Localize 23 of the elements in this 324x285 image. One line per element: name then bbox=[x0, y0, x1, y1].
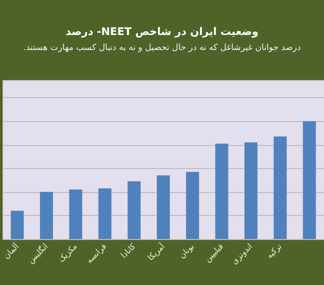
x-tick-label: فیلیپین bbox=[202, 242, 226, 264]
bar bbox=[302, 121, 316, 239]
x-tick-label: فرانسه bbox=[84, 242, 108, 266]
x-tick-label: ترکیه bbox=[264, 242, 284, 260]
x-tick-label: اندونزی bbox=[230, 242, 254, 266]
bar bbox=[244, 142, 258, 239]
x-tick-label: کانادا bbox=[119, 242, 138, 260]
bar bbox=[274, 136, 287, 239]
x-tick-label: انگلیس bbox=[26, 241, 50, 266]
x-tick-label: آمریکا bbox=[145, 240, 168, 262]
bar bbox=[156, 175, 170, 239]
bar bbox=[10, 210, 24, 239]
x-tick-label: آلمان bbox=[0, 240, 21, 261]
bar bbox=[40, 192, 53, 239]
x-tick-label: مکزیک bbox=[56, 242, 79, 264]
bar bbox=[98, 188, 112, 239]
bar bbox=[186, 172, 200, 239]
chart-subtitle: درصد جوانان غیرشاغل که نه در حال تحصیل و نه به دنبال کسب مهارت هستند. bbox=[22, 43, 302, 53]
bar bbox=[215, 144, 228, 239]
x-tick-label: یونان bbox=[177, 242, 196, 260]
bar bbox=[128, 181, 141, 239]
chart-title: وضعیت ایران در شاخص NEET- درصد bbox=[64, 26, 260, 38]
bar bbox=[69, 190, 82, 239]
